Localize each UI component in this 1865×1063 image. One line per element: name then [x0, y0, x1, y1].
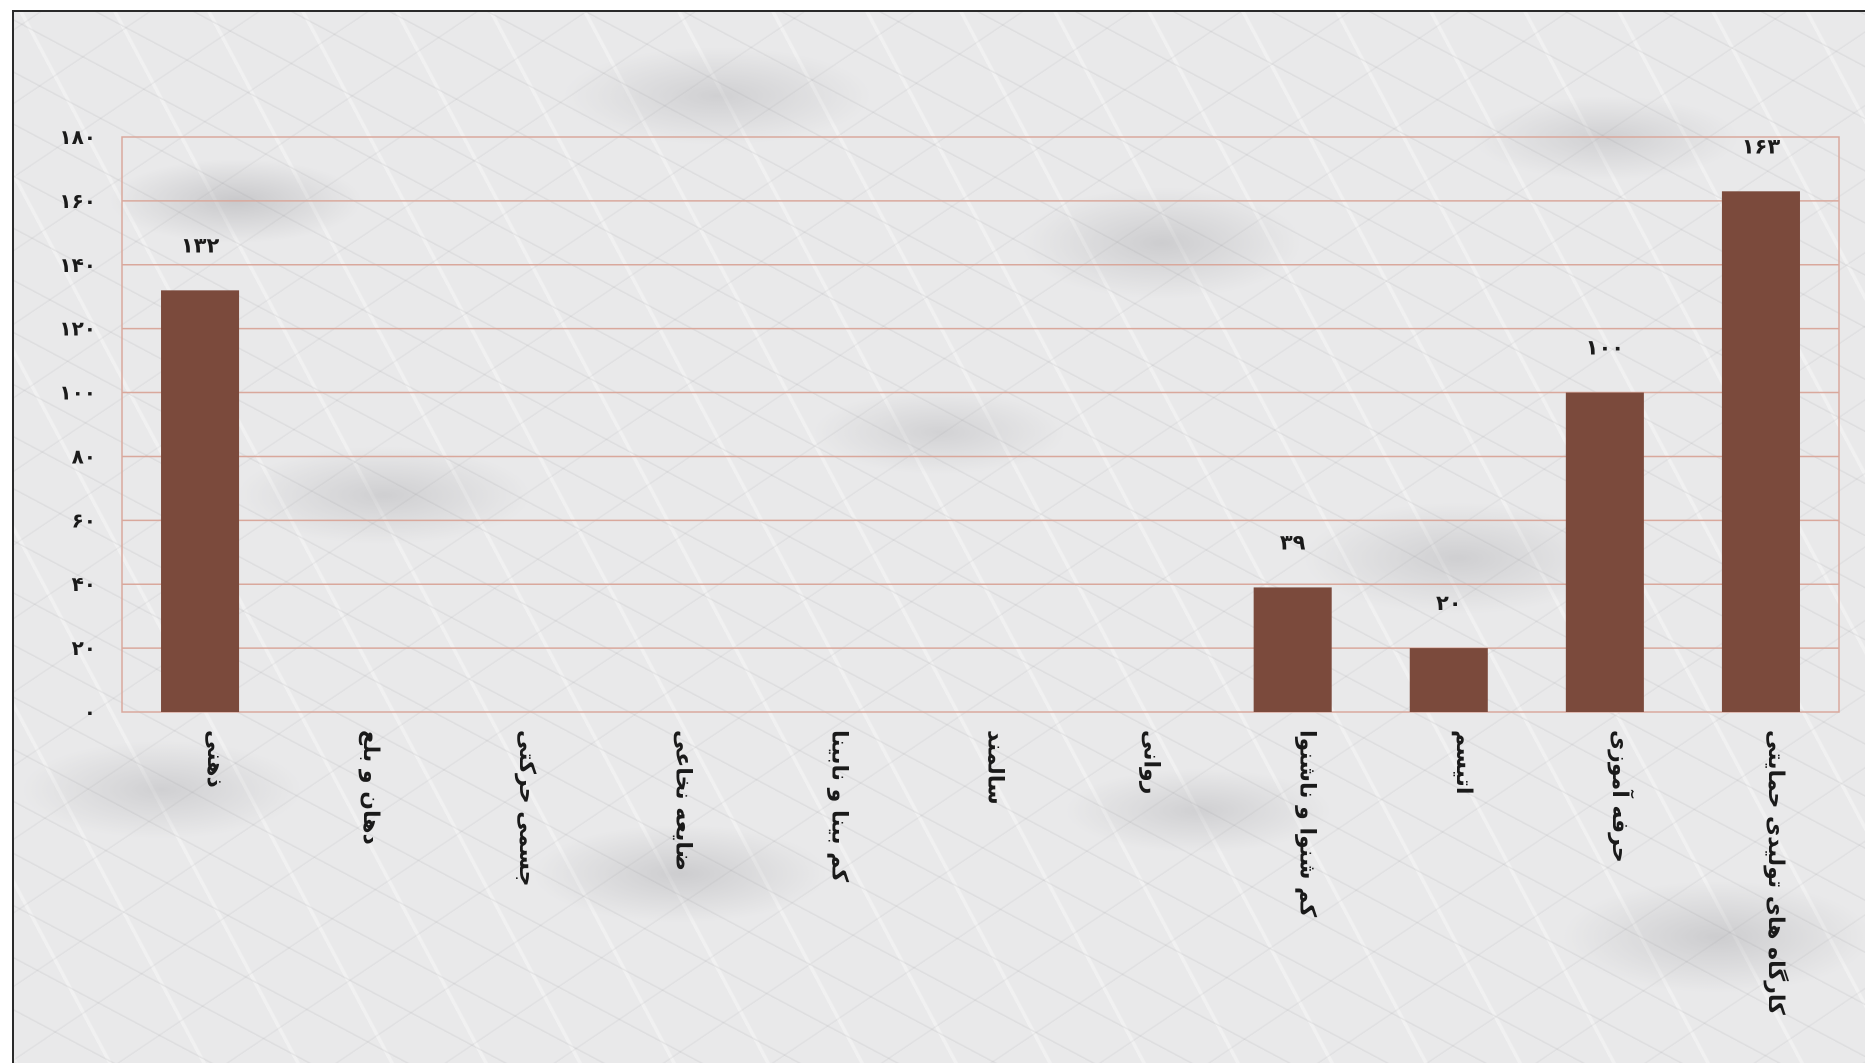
bar [1409, 648, 1488, 712]
category-label: ضایعه نخاعی [670, 730, 695, 871]
category-label: حرفه آموزی [1607, 730, 1635, 863]
bar-chart: ۰ ۲۰ ۴۰ ۶۰ ۸۰ ۱۰۰ ۱۲۰ ۱۴۰ ۱۶۰ ۱۸۰ ۱۳۲ ذهنی دهان و بل… [59, 125, 1840, 1015]
category-label: سالمند [983, 730, 1008, 805]
y-tick-label: ۱۶۰ [59, 189, 96, 213]
y-tick-label: ۴۰ [72, 572, 96, 596]
y-tick-label: ۱۲۰ [59, 317, 96, 341]
y-tick-label: ۱۸۰ [59, 125, 96, 149]
data-label: ۳۹ [1280, 530, 1306, 554]
category-label: روانی [1139, 730, 1164, 794]
category-label: دهان و بلع [358, 730, 383, 845]
category-label: کم بینا و نابینا [826, 730, 851, 882]
data-label: ۱۳۲ [181, 233, 220, 257]
category-label: اتیسم [1451, 730, 1476, 794]
data-label: ۲۰ [1436, 591, 1462, 615]
category-label: جسمی حرکتی [514, 730, 539, 886]
y-tick-label: ۰ [84, 700, 96, 724]
data-label: ۱۰۰ [1586, 336, 1624, 360]
data-label: ۱۶۳ [1742, 134, 1781, 158]
bar [1721, 191, 1800, 713]
plot-area-border [121, 136, 1840, 713]
y-tick-label: ۸۰ [72, 444, 96, 468]
bar [161, 290, 240, 712]
y-tick-label: ۶۰ [72, 508, 96, 532]
y-tick-label: ۱۰۰ [59, 381, 96, 405]
chart-background: ۰ ۲۰ ۴۰ ۶۰ ۸۰ ۱۰۰ ۱۲۰ ۱۴۰ ۱۶۰ ۱۸۰ ۱۳۲ ذهنی دهان و بل… [12, 10, 1865, 1063]
category-label: کارگاه های تولیدی حمایتی [1763, 730, 1790, 1015]
y-tick-label: ۲۰ [72, 636, 96, 660]
category-label: ذهنی [202, 730, 227, 788]
category-label: کم شنوا و ناشنوا [1295, 730, 1320, 917]
y-tick-label: ۱۴۰ [59, 253, 96, 277]
bar [1565, 392, 1644, 712]
bar [1253, 587, 1332, 712]
